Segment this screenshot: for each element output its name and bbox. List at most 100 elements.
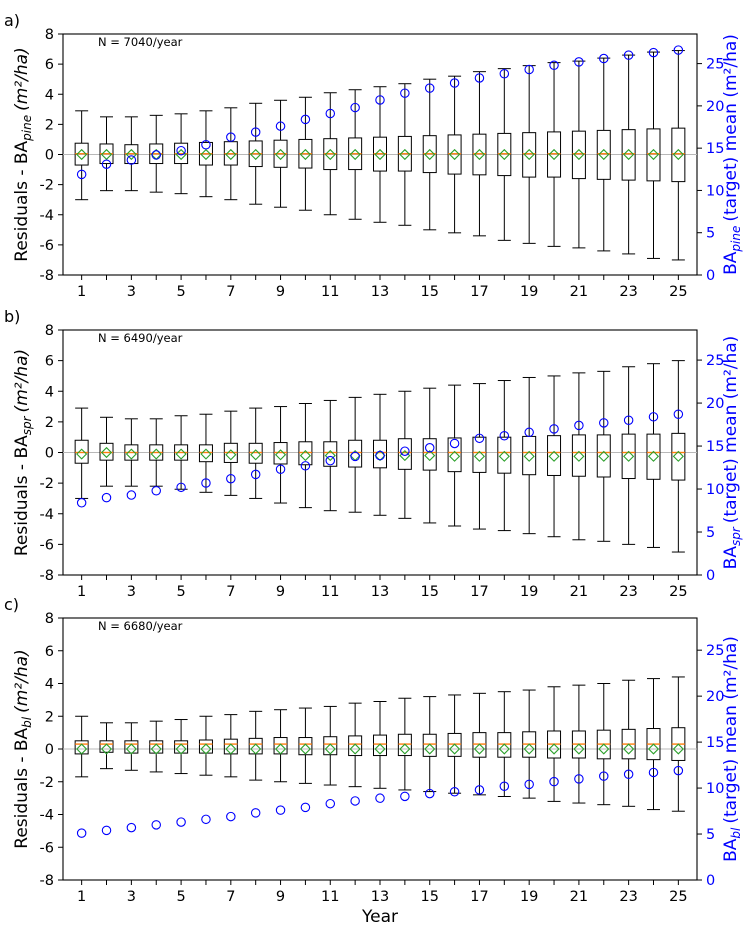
x-tick-label: 13 xyxy=(371,284,389,300)
y2-axis-label-suffix: (target) mean (m²/ha) xyxy=(721,336,741,524)
x-tick-label: 11 xyxy=(321,284,339,300)
target-mean-point xyxy=(375,450,385,461)
x-tick-label: 3 xyxy=(127,284,136,300)
box-iqr xyxy=(472,133,487,176)
target-mean-point xyxy=(176,482,186,493)
mean-marker xyxy=(449,743,461,755)
mean-marker xyxy=(424,743,436,755)
target-mean-point xyxy=(226,132,236,142)
y-tick-label: 0 xyxy=(45,148,54,164)
target-mean-point xyxy=(648,47,659,58)
box-iqr xyxy=(422,733,437,757)
target-mean-point xyxy=(673,409,684,419)
mean-marker xyxy=(523,743,535,755)
box-iqr xyxy=(99,740,114,753)
x-axis-label: Year xyxy=(361,907,398,927)
mean-marker xyxy=(473,450,486,462)
mean-marker xyxy=(200,448,212,460)
y-axis-label-sub: pine xyxy=(20,115,34,142)
mean-marker xyxy=(324,449,336,462)
target-mean-point xyxy=(549,776,559,787)
y2-axis-label-prefix: BA xyxy=(721,838,741,862)
mean-marker xyxy=(299,449,311,462)
box-iqr xyxy=(621,433,636,480)
target-mean-point xyxy=(499,781,510,791)
mean-marker xyxy=(250,449,262,461)
sample-size-annotation: N = 6680/year xyxy=(98,619,183,633)
y2-tick-label: 15 xyxy=(706,735,724,751)
x-tick-label: 23 xyxy=(619,584,637,600)
target-mean-point xyxy=(623,415,634,426)
mean-marker xyxy=(374,743,386,755)
x-tick-label: 15 xyxy=(420,584,438,600)
y-tick-label: 8 xyxy=(45,27,54,43)
x-tick-label: 19 xyxy=(520,284,538,300)
y2-tick-label: 25 xyxy=(706,643,724,659)
target-mean-point xyxy=(375,793,385,803)
y2-axis-label-sub: spr xyxy=(729,526,743,546)
target-mean-point xyxy=(499,68,510,79)
mean-marker xyxy=(399,743,411,755)
mean-marker xyxy=(672,450,684,462)
y-tick-label: -8 xyxy=(40,268,54,284)
mean-marker xyxy=(548,148,560,161)
target-mean-point xyxy=(599,418,609,428)
target-mean-point xyxy=(76,498,87,508)
box-iqr xyxy=(422,438,437,471)
mean-marker xyxy=(125,148,137,161)
mean-marker xyxy=(274,743,287,755)
y2-tick-label: 5 xyxy=(706,827,715,843)
target-mean-point xyxy=(350,796,360,806)
target-mean-point xyxy=(524,427,534,438)
box-iqr xyxy=(472,436,487,473)
target-mean-point xyxy=(673,765,684,776)
target-mean-point xyxy=(375,95,385,105)
mean-marker xyxy=(324,148,336,161)
box-iqr xyxy=(596,434,611,478)
mean-marker xyxy=(274,148,287,161)
mean-marker xyxy=(498,450,510,462)
y2-axis-label-prefix: BA xyxy=(721,546,741,570)
target-mean-point xyxy=(449,786,460,797)
target-mean-point xyxy=(574,420,584,431)
mean-marker xyxy=(473,743,486,755)
box-iqr xyxy=(447,732,462,757)
mean-marker xyxy=(523,450,535,462)
box-iqr xyxy=(646,433,661,480)
y2-tick-label: 5 xyxy=(706,226,715,242)
mean-marker xyxy=(548,743,560,755)
mean-marker xyxy=(250,743,262,755)
mean-marker xyxy=(175,448,187,460)
box-iqr xyxy=(621,129,636,181)
x-tick-label: 17 xyxy=(470,889,488,905)
y2-tick-label: 25 xyxy=(706,57,724,73)
target-mean-point xyxy=(126,155,137,165)
target-mean-point xyxy=(126,822,137,833)
y-axis-label-units: (m²/ha) xyxy=(12,649,32,713)
y-tick-label: -8 xyxy=(40,568,54,584)
y-axis-label-prefix: Residuals - BA xyxy=(12,727,32,848)
target-mean-point xyxy=(424,788,435,799)
y2-tick-label: 0 xyxy=(706,268,715,284)
y-tick-label: 4 xyxy=(45,87,54,103)
mean-marker xyxy=(573,743,585,755)
target-mean-point xyxy=(524,779,534,790)
target-mean-point xyxy=(350,451,360,462)
box-iqr xyxy=(646,128,661,182)
mean-marker xyxy=(623,148,635,161)
target-mean-point xyxy=(648,412,659,422)
target-mean-point xyxy=(176,145,186,156)
mean-marker xyxy=(100,446,113,459)
target-mean-point xyxy=(275,121,286,131)
y-tick-label: 4 xyxy=(45,384,54,400)
box-iqr xyxy=(298,737,313,756)
x-tick-label: 5 xyxy=(176,284,185,300)
y-tick-label: 6 xyxy=(45,354,54,370)
box-iqr xyxy=(323,441,338,467)
y2-axis-label-prefix: BA xyxy=(721,251,741,275)
x-tick-label: 9 xyxy=(276,584,285,600)
mean-marker xyxy=(623,450,635,462)
mean-marker xyxy=(76,743,88,755)
mean-marker xyxy=(100,743,113,755)
box-iqr xyxy=(596,129,611,180)
